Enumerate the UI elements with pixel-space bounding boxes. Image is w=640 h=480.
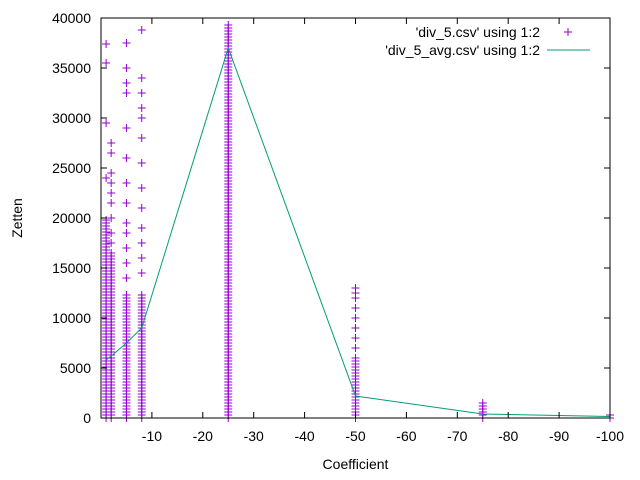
scatter-point <box>122 291 131 299</box>
scatter-point <box>107 179 116 187</box>
scatter-point <box>107 139 116 147</box>
scatter-point <box>137 74 146 82</box>
scatter-point <box>107 239 116 247</box>
scatter-point <box>122 179 131 187</box>
x-tick-label: -10 <box>142 428 162 444</box>
scatter-point <box>102 216 111 224</box>
scatter-point <box>137 114 146 122</box>
scatter-point <box>137 134 146 142</box>
scatter-point <box>122 154 131 162</box>
y-tick-label: 5000 <box>60 360 91 376</box>
scatter-point <box>224 21 233 29</box>
x-axis-label: Coefficient <box>323 456 389 472</box>
scatter-point <box>351 314 360 322</box>
x-tick-label: -50 <box>345 428 365 444</box>
scatter-point <box>102 119 111 127</box>
y-tick-label: 20000 <box>52 210 91 226</box>
scatter-point <box>137 184 146 192</box>
axis-ticks: -10 -20 -30 -40 -50 -60 -70 -80 -90 -100 0 5000 1000… <box>52 10 624 444</box>
scatter-point <box>137 269 146 277</box>
scatter-point <box>122 259 131 267</box>
y-tick-label: 10000 <box>52 310 91 326</box>
scatter-point <box>122 199 131 207</box>
scatter-point <box>351 344 360 352</box>
legend-swatch-scatter <box>564 28 572 36</box>
scatter-point <box>478 399 487 407</box>
y-tick-label: 15000 <box>52 260 91 276</box>
scatter-point <box>122 244 131 252</box>
scatter-point <box>137 254 146 262</box>
axis-labels: Coefficient Zetten <box>9 198 389 472</box>
scatter-point <box>107 149 116 157</box>
y-tick-label: 25000 <box>52 160 91 176</box>
x-tick-label: -60 <box>396 428 416 444</box>
y-tick-label: 35000 <box>52 60 91 76</box>
scatter-point <box>351 304 360 312</box>
x-tick-label: -90 <box>549 428 569 444</box>
x-tick-label: -70 <box>447 428 467 444</box>
scatter-point <box>107 229 116 237</box>
scatter-point <box>351 284 360 292</box>
scatter-point <box>137 239 146 247</box>
scatter-point <box>122 79 131 87</box>
scatter-point <box>122 229 131 237</box>
y-tick-label: 40000 <box>52 10 91 26</box>
scatter-point <box>107 199 116 207</box>
legend-label-scatter: 'div_5.csv' using 1:2 <box>416 24 541 40</box>
scatter-point <box>137 224 146 232</box>
x-tick-label: -40 <box>294 428 314 444</box>
scatter-point <box>107 189 116 197</box>
scatter-point <box>137 291 146 299</box>
scatter-point <box>122 89 131 97</box>
legend: 'div_5.csv' using 1:2 'div_5_avg.csv' us… <box>385 24 590 58</box>
scatter-point <box>137 104 146 112</box>
scatter-point <box>102 174 111 182</box>
scatter-point <box>122 124 131 132</box>
scatter-point <box>351 324 360 332</box>
x-tick-label: -30 <box>244 428 264 444</box>
scatter-point <box>351 354 360 362</box>
scatter-point <box>122 39 131 47</box>
y-tick-label: 0 <box>83 410 91 426</box>
scatter-point <box>107 214 116 222</box>
scatter-point <box>107 249 116 257</box>
average-series <box>105 46 611 417</box>
scatter-series <box>102 21 614 422</box>
x-tick-label: -20 <box>193 428 213 444</box>
scatter-point <box>122 219 131 227</box>
y-axis-label: Zetten <box>9 198 25 238</box>
scatter-point <box>137 204 146 212</box>
average-line <box>105 46 611 417</box>
scatter-point <box>137 26 146 34</box>
x-tick-label: -80 <box>498 428 518 444</box>
scatter-point <box>102 59 111 67</box>
scatter-point <box>107 169 116 177</box>
legend-label-average: 'div_5_avg.csv' using 1:2 <box>385 42 540 58</box>
y-tick-label: 30000 <box>52 110 91 126</box>
scatter-point <box>351 334 360 342</box>
scatter-point <box>122 274 131 282</box>
scatter-point <box>102 40 111 48</box>
scatter-point <box>122 64 131 72</box>
scatter-point <box>137 89 146 97</box>
scatter-point <box>137 159 146 167</box>
x-tick-label: -100 <box>596 428 624 444</box>
